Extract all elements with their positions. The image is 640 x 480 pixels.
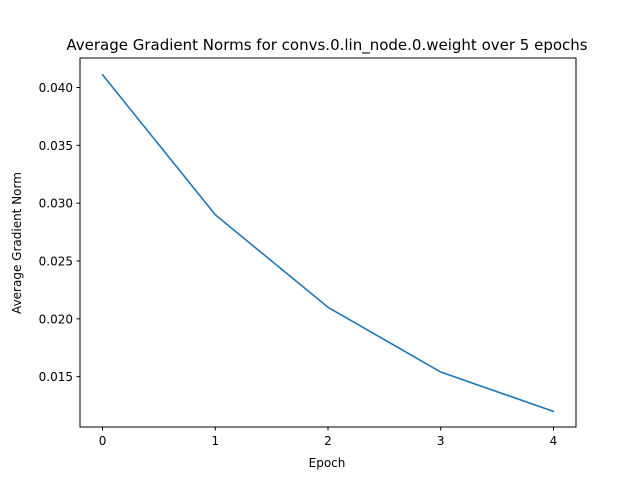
x-tick-label: 0 <box>99 434 107 448</box>
y-tick-label: 0.015 <box>39 370 73 384</box>
y-tick-label: 0.035 <box>39 139 73 153</box>
x-tick-label: 2 <box>324 434 332 448</box>
x-axis: 0 1 2 3 4 <box>99 427 558 448</box>
x-tick-label: 4 <box>550 434 558 448</box>
chart-title: Average Gradient Norms for convs.0.lin_n… <box>66 36 587 55</box>
x-axis-label: Epoch <box>309 456 346 470</box>
y-axis: 0.015 0.020 0.025 0.030 0.035 0.040 <box>39 81 80 384</box>
y-tick-label: 0.040 <box>39 81 73 95</box>
y-tick-label: 0.020 <box>39 312 73 326</box>
y-tick-label: 0.030 <box>39 197 73 211</box>
gradient-norm-line <box>101 73 555 413</box>
plot-area-frame <box>79 57 577 428</box>
x-tick-label: 1 <box>211 434 219 448</box>
y-axis-label: Average Gradient Norm <box>10 172 24 314</box>
y-tick-label: 0.025 <box>39 255 73 269</box>
x-tick-label: 3 <box>437 434 445 448</box>
